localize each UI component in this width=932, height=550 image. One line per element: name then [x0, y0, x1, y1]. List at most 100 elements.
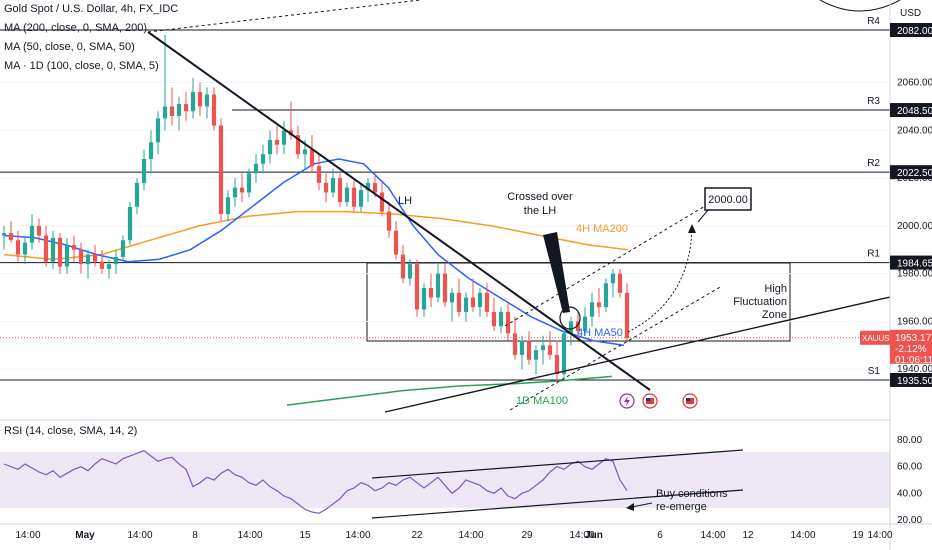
- time-tick-label: 19: [852, 530, 864, 541]
- candle-body: [1, 233, 7, 236]
- candle-body: [386, 211, 392, 231]
- candle-body: [36, 225, 42, 236]
- ma200-label: 4H MA200: [576, 223, 628, 235]
- rsi-axis[interactable]: 80.00 60.00 40.00 20.00: [897, 435, 922, 526]
- candle-body: [218, 125, 224, 214]
- time-tick-label: 12: [742, 530, 754, 541]
- candle-body: [596, 302, 602, 308]
- candle-body: [330, 178, 336, 193]
- time-axis[interactable]: 14:00 May 14:00 8 14:00 15 14:00 22 14:00 29 14:00…: [15, 530, 892, 541]
- rsi-line: [3, 450, 628, 514]
- top-right-circle-arc: [819, 0, 901, 12]
- buy-arrow-head: [626, 503, 634, 511]
- candle-body: [589, 302, 595, 317]
- rsi-tick-label: 40.00: [897, 488, 922, 499]
- legend-rsi[interactable]: RSI (14, close, SMA, 14, 2): [4, 425, 138, 437]
- upper-dashed-trend-line: [147, 0, 421, 33]
- price-tick-label: 1980.00: [897, 269, 932, 280]
- price-tick-label: 2060.00: [897, 78, 932, 89]
- candle-body: [43, 235, 49, 262]
- candle-body: [78, 249, 84, 265]
- level-tag-value-r1: 1984.65: [897, 259, 932, 270]
- us-flag-event-icon[interactable]: [642, 393, 658, 409]
- candle-body: [554, 354, 560, 375]
- level-tag-box-r3: [890, 103, 932, 118]
- candle-body: [120, 240, 126, 257]
- lh-label: LH: [398, 195, 412, 207]
- moving-average-lines: [3, 158, 629, 406]
- level-name-r1: R1: [867, 249, 880, 260]
- legend-ma50[interactable]: MA (50, close, 0, SMA, 50): [4, 41, 135, 53]
- current-price-box: [890, 329, 932, 364]
- target-box: [704, 187, 752, 211]
- time-tick-label: 8: [192, 530, 198, 541]
- level-tag-value-r4: 2082.00: [897, 26, 932, 37]
- candle-body: [15, 240, 21, 255]
- legend-symbol[interactable]: Gold Spot / U.S. Dollar, 4h, FX_IDC: [4, 3, 179, 15]
- target-pointer: [697, 209, 709, 223]
- candle-body: [470, 297, 476, 308]
- candle-body: [204, 94, 210, 107]
- candle-body: [246, 173, 252, 193]
- zone-label-line2: Fluctuation: [733, 296, 787, 308]
- candle-body: [463, 297, 469, 312]
- candle-body: [309, 149, 315, 167]
- ma50-label: 4H MA50: [577, 327, 623, 339]
- candle-body: [421, 288, 427, 310]
- zone-label-line3: Zone: [762, 309, 787, 321]
- time-tick-label: 6: [657, 530, 663, 541]
- candle-body: [372, 182, 378, 193]
- projection-arrow: [688, 224, 696, 233]
- crossed-over-label-line2: the LH: [524, 205, 556, 217]
- candle-body: [267, 139, 273, 155]
- candle-body: [50, 237, 56, 262]
- candle-body: [8, 233, 14, 241]
- candle-body: [344, 187, 350, 203]
- candle-body: [323, 182, 329, 193]
- candle-body: [71, 245, 77, 250]
- time-tick-label: 15: [299, 530, 311, 541]
- candle-body: [617, 273, 623, 293]
- candle-body: [400, 254, 406, 279]
- level-tag-box-r2: [890, 165, 932, 180]
- legend-ma200[interactable]: MA (200, close, 0, SMA, 200): [4, 22, 148, 34]
- zone-label-line1: High: [764, 283, 787, 295]
- candle-body: [141, 159, 147, 183]
- candle-body: [106, 264, 112, 269]
- ma-line-4h-ma200: [3, 210, 629, 261]
- candle-body: [260, 154, 266, 164]
- candle-body: [225, 197, 231, 214]
- level-tag-value-r3: 2048.50: [897, 106, 932, 117]
- price-tick-label: 2000.00: [897, 221, 932, 232]
- candle-body: [85, 254, 91, 265]
- candle-body: [540, 345, 546, 351]
- crossed-over-label-line1: Crossed over: [507, 191, 573, 203]
- candle-body: [435, 273, 441, 298]
- time-tick-label: 14:00: [345, 530, 370, 541]
- us-flag-event-icon-2[interactable]: [682, 393, 698, 409]
- candle-body: [253, 163, 259, 174]
- lightning-event-icon[interactable]: [619, 393, 635, 409]
- candle-body: [351, 187, 357, 207]
- candle-body: [64, 245, 70, 267]
- current-price-change: -2.12%: [895, 344, 927, 355]
- candle-body: [29, 225, 35, 243]
- candle-body: [512, 333, 518, 355]
- rsi-lines: [3, 449, 744, 519]
- time-tick-label: 14:00: [790, 530, 815, 541]
- rsi-band: [0, 452, 890, 508]
- candle-body: [281, 130, 287, 145]
- rsi-tick-label: 80.00: [897, 435, 922, 446]
- target-callout: 2000.00: [697, 187, 752, 223]
- candle-body: [477, 292, 483, 308]
- candle-body: [127, 206, 133, 241]
- candle-body: [57, 237, 63, 267]
- buy-label-line2: re-emerge: [656, 501, 707, 513]
- current-price-value: 1953.17: [895, 333, 932, 344]
- rsi-upper-channel: [371, 449, 744, 479]
- price-tick-label: 1940.00: [897, 364, 932, 375]
- projection-curve: [627, 227, 693, 333]
- candle-body: [407, 264, 413, 279]
- legend-ma-daily[interactable]: MA · 1D (100, close, 0, SMA, 5): [4, 60, 159, 72]
